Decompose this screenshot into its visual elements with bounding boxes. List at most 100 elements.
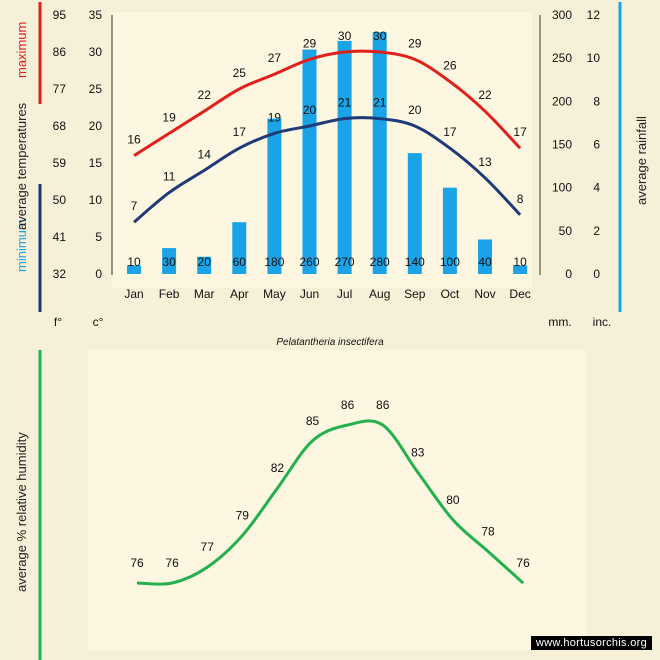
average-temperatures-label: average temperatures <box>14 102 29 230</box>
maximum-value-label: 16 <box>127 133 141 147</box>
celsius-tick-label: 0 <box>95 267 102 281</box>
rainfall-value-label: 260 <box>299 255 319 269</box>
fahrenheit-tick-label: 41 <box>53 230 67 244</box>
humidity-value-label: 76 <box>516 556 530 570</box>
humidity-value-label: 78 <box>481 524 495 538</box>
maximum-value-label: 19 <box>162 110 176 124</box>
fahrenheit-tick-label: 95 <box>53 8 67 22</box>
temperature-plot-area <box>112 12 532 288</box>
rainfall-value-label: 100 <box>440 255 460 269</box>
minimum-value-label: 21 <box>338 96 352 110</box>
rainfall-bar <box>232 222 247 274</box>
fahrenheit-tick-label: 68 <box>53 119 67 133</box>
month-label: Apr <box>230 287 249 301</box>
month-label: Aug <box>369 287 390 301</box>
maximum-value-label: 22 <box>198 88 212 102</box>
mm-tick-label: 250 <box>552 51 572 65</box>
month-label: Nov <box>474 287 495 301</box>
credit-badge[interactable]: www.hortusorchis.org <box>530 636 652 650</box>
minimum-value-label: 20 <box>303 103 317 117</box>
rainfall-bar <box>127 265 141 274</box>
month-labels: Jan Feb Mar Apr May Jun Jul Aug Sep Oct Nov Dec <box>124 287 530 301</box>
species-title: Pelatantheria insectifera <box>276 337 384 348</box>
minimum-label: minimum <box>14 219 29 272</box>
minimum-value-label: 17 <box>443 125 457 139</box>
fahrenheit-tick-label: 86 <box>53 45 67 59</box>
month-label: Mar <box>194 287 215 301</box>
rainfall-value-label: 10 <box>513 255 527 269</box>
inches-tick-label: 8 <box>593 94 600 108</box>
inches-tick-label: 10 <box>587 51 601 65</box>
rainfall-bar <box>513 265 528 274</box>
mm-tick-label: 50 <box>559 224 573 238</box>
month-label: Jan <box>124 287 143 301</box>
mm-tick-label: 300 <box>552 8 572 22</box>
minimum-value-label: 21 <box>373 96 387 110</box>
humidity-line-group: 76 76 77 79 82 85 86 86 83 80 78 76 <box>130 398 530 586</box>
minimum-value-label: 7 <box>131 199 138 213</box>
maximum-label: maximum <box>14 22 29 78</box>
maximum-value-label: 26 <box>443 59 457 73</box>
humidity-value-label: 85 <box>306 414 320 428</box>
rainfall-value-label: 30 <box>162 255 176 269</box>
inches-unit-label: inc. <box>593 315 612 329</box>
rainfall-value-label: 180 <box>264 255 284 269</box>
celsius-tick-label: 20 <box>89 119 103 133</box>
month-label: May <box>263 287 286 301</box>
maximum-value-label: 27 <box>268 51 282 65</box>
rainfall-bar <box>407 153 422 274</box>
maximum-value-label: 29 <box>303 36 317 50</box>
fahrenheit-tick-label: 59 <box>53 156 67 170</box>
humidity-value-label: 76 <box>130 556 144 570</box>
rainfall-bar <box>267 118 282 274</box>
month-label: Dec <box>509 287 530 301</box>
celsius-tick-label: 15 <box>89 156 103 170</box>
inches-tick-label: 0 <box>593 267 600 281</box>
fahrenheit-tick-label: 32 <box>53 267 67 281</box>
month-label: Sep <box>404 287 426 301</box>
rainfall-bar <box>442 187 457 274</box>
rainfall-bar <box>197 256 212 274</box>
rainfall-value-label: 40 <box>478 255 492 269</box>
humidity-value-label: 83 <box>411 445 425 459</box>
month-label: Jul <box>337 287 352 301</box>
rainfall-bars <box>127 32 528 275</box>
rainfall-bar-labels: 10 30 20 60 180 260 270 280 140 100 40 10 <box>127 255 527 269</box>
humidity-value-label: 77 <box>201 540 215 554</box>
month-label: Feb <box>159 287 180 301</box>
minimum-value-label: 11 <box>163 170 176 184</box>
mm-tick-label: 200 <box>552 94 572 108</box>
rainfall-value-label: 270 <box>335 255 355 269</box>
maximum-value-label: 22 <box>478 88 492 102</box>
temperature-lines <box>133 49 522 224</box>
fahrenheit-tick-label: 77 <box>53 82 67 96</box>
inches-tick-label: 4 <box>593 181 600 195</box>
maximum-value-label: 25 <box>233 66 247 80</box>
minimum-value-label: 17 <box>233 125 247 139</box>
humidity-line <box>136 419 525 586</box>
rainfall-value-label: 20 <box>198 255 212 269</box>
rainfall-bar <box>372 32 387 275</box>
humidity-value-label: 79 <box>236 509 250 523</box>
minimum-value-label: 14 <box>198 147 212 161</box>
rainfall-bar <box>302 49 317 275</box>
month-label: Oct <box>441 287 460 301</box>
maximum-temperature-line <box>133 49 522 157</box>
humidity-plot-area <box>88 350 586 650</box>
humidity-value-label: 86 <box>341 398 355 412</box>
celsius-tick-label: 25 <box>89 82 103 96</box>
minimum-temperature-line <box>133 116 522 224</box>
temperature-labels: 16 19 22 25 27 29 30 30 29 26 22 17 7 11 14 17 19 20 21 21 2… <box>127 29 527 213</box>
minimum-value-label: 19 <box>268 110 282 124</box>
celsius-tick-label: 35 <box>89 8 103 22</box>
minimum-value-label: 20 <box>408 103 422 117</box>
mm-tick-label: 150 <box>552 138 572 152</box>
maximum-value-label: 30 <box>338 29 352 43</box>
celsius-tick-label: 30 <box>89 45 103 59</box>
rainfall-bar <box>337 40 352 275</box>
minimum-value-label: 13 <box>478 155 492 169</box>
maximum-value-label: 17 <box>513 125 527 139</box>
minimum-value-label: 8 <box>517 192 524 206</box>
